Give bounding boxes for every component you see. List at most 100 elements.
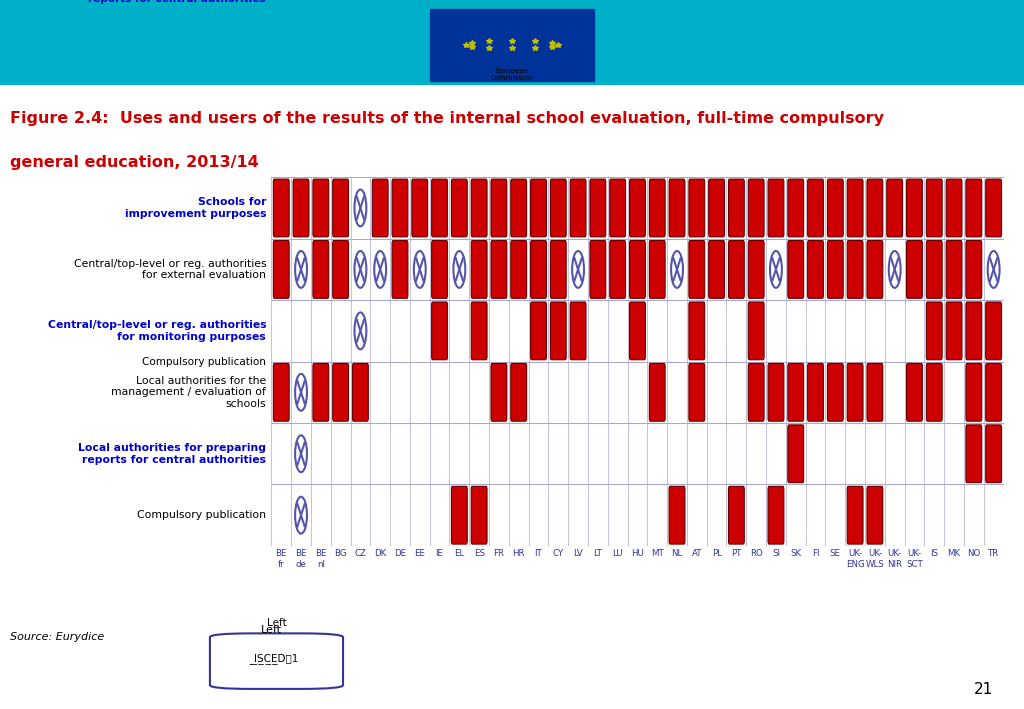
FancyBboxPatch shape [550, 240, 566, 298]
FancyBboxPatch shape [749, 179, 764, 237]
Circle shape [454, 251, 465, 288]
FancyBboxPatch shape [728, 179, 744, 237]
FancyBboxPatch shape [649, 179, 666, 237]
FancyBboxPatch shape [630, 179, 645, 237]
FancyBboxPatch shape [966, 302, 982, 359]
FancyBboxPatch shape [808, 240, 823, 298]
FancyBboxPatch shape [986, 364, 1001, 421]
FancyBboxPatch shape [649, 364, 666, 421]
FancyBboxPatch shape [927, 179, 942, 237]
Text: Compulsory publication: Compulsory publication [137, 510, 266, 520]
FancyBboxPatch shape [709, 240, 725, 298]
FancyBboxPatch shape [550, 179, 566, 237]
Circle shape [770, 251, 782, 288]
FancyBboxPatch shape [709, 179, 725, 237]
FancyBboxPatch shape [630, 240, 645, 298]
FancyBboxPatch shape [927, 302, 942, 359]
FancyBboxPatch shape [808, 364, 823, 421]
FancyBboxPatch shape [492, 364, 507, 421]
Text: 21: 21 [974, 682, 993, 698]
Text: HR: HR [512, 549, 525, 558]
FancyBboxPatch shape [808, 179, 823, 237]
FancyBboxPatch shape [689, 364, 705, 421]
Text: BE
fr: BE fr [275, 549, 287, 569]
Text: UK-
WLS: UK- WLS [865, 549, 885, 569]
FancyBboxPatch shape [966, 364, 982, 421]
FancyBboxPatch shape [867, 179, 883, 237]
Text: European
Commission: European Commission [490, 68, 534, 81]
FancyBboxPatch shape [847, 486, 863, 544]
FancyBboxPatch shape [827, 240, 843, 298]
Text: UK-
NIR: UK- NIR [887, 549, 902, 569]
FancyBboxPatch shape [333, 364, 348, 421]
FancyBboxPatch shape [787, 240, 804, 298]
Text: Source: Eurydice: Source: Eurydice [10, 632, 104, 642]
FancyBboxPatch shape [749, 364, 764, 421]
FancyBboxPatch shape [986, 179, 1001, 237]
Text: Central/top-level or reg. authorities
for external evaluation: Central/top-level or reg. authorities fo… [74, 259, 266, 280]
FancyBboxPatch shape [609, 240, 626, 298]
Text: EE: EE [415, 549, 425, 558]
FancyBboxPatch shape [313, 364, 329, 421]
Text: DE: DE [394, 549, 407, 558]
FancyBboxPatch shape [946, 179, 962, 237]
Circle shape [889, 251, 901, 288]
FancyBboxPatch shape [887, 179, 902, 237]
FancyBboxPatch shape [293, 179, 309, 237]
FancyBboxPatch shape [432, 179, 447, 237]
Circle shape [295, 497, 307, 534]
Text: FR: FR [494, 549, 505, 558]
Text: Schools for
improvement purposes: Schools for improvement purposes [125, 197, 266, 219]
Text: Central/top-level or reg. authorities
for monitoring purposes: Central/top-level or reg. authorities fo… [47, 320, 266, 342]
FancyBboxPatch shape [333, 240, 348, 298]
Text: IE: IE [435, 549, 443, 558]
Text: UK-
SCT: UK- SCT [906, 549, 923, 569]
FancyBboxPatch shape [787, 425, 804, 483]
Circle shape [354, 189, 367, 226]
Text: CY: CY [553, 549, 564, 558]
Text: HU: HU [631, 549, 644, 558]
FancyBboxPatch shape [550, 302, 566, 359]
FancyBboxPatch shape [966, 425, 982, 483]
Text: SK: SK [791, 549, 802, 558]
FancyBboxPatch shape [966, 179, 982, 237]
Text: PT: PT [731, 549, 741, 558]
FancyBboxPatch shape [689, 240, 705, 298]
FancyBboxPatch shape [609, 179, 626, 237]
FancyBboxPatch shape [471, 240, 487, 298]
FancyBboxPatch shape [570, 302, 586, 359]
Text: Local authorities for the
management / evaluation of
schools: Local authorities for the management / e… [112, 376, 266, 409]
Text: FI: FI [812, 549, 819, 558]
Text: MT: MT [651, 549, 664, 558]
FancyBboxPatch shape [847, 240, 863, 298]
FancyBboxPatch shape [313, 240, 329, 298]
FancyBboxPatch shape [590, 179, 606, 237]
Circle shape [414, 251, 426, 288]
FancyBboxPatch shape [867, 240, 883, 298]
FancyBboxPatch shape [906, 364, 923, 421]
FancyBboxPatch shape [669, 179, 685, 237]
Text: PL: PL [712, 549, 722, 558]
FancyBboxPatch shape [530, 240, 547, 298]
FancyBboxPatch shape [768, 486, 784, 544]
Text: LT: LT [594, 549, 602, 558]
FancyBboxPatch shape [787, 364, 804, 421]
FancyBboxPatch shape [827, 179, 843, 237]
FancyBboxPatch shape [867, 364, 883, 421]
FancyBboxPatch shape [273, 240, 289, 298]
FancyBboxPatch shape [630, 302, 645, 359]
FancyBboxPatch shape [966, 240, 982, 298]
FancyBboxPatch shape [689, 302, 705, 359]
FancyBboxPatch shape [313, 179, 329, 237]
FancyBboxPatch shape [728, 486, 744, 544]
Text: Compulsory publication: Compulsory publication [142, 357, 266, 367]
FancyBboxPatch shape [986, 302, 1001, 359]
FancyBboxPatch shape [452, 486, 467, 544]
Circle shape [354, 313, 367, 350]
Text: Figure 2.4:  Uses and users of the results of the internal school evaluation, fu: Figure 2.4: Uses and users of the result… [10, 111, 885, 125]
FancyBboxPatch shape [273, 364, 289, 421]
Text: IT: IT [535, 549, 543, 558]
Text: ̲I̲S̲C̲E̲D1: ̲I̲S̲C̲E̲D1 [254, 654, 299, 664]
FancyBboxPatch shape [689, 179, 705, 237]
FancyBboxPatch shape [787, 179, 804, 237]
